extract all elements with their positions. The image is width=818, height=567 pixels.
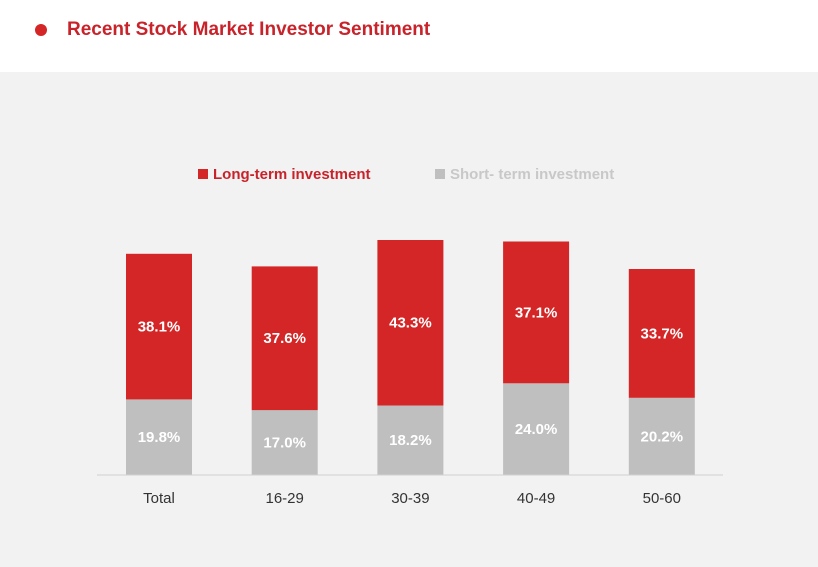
legend-swatch-short-term [435, 169, 445, 179]
data-label-long-term-3: 37.1% [515, 304, 558, 321]
legend-item-short-term: Short- term investment [435, 165, 614, 183]
bullet-dot-icon [35, 24, 47, 36]
bar-long-term-4 [628, 269, 695, 398]
data-label-short-term-3: 24.0% [515, 421, 558, 438]
legend-swatch-long-term [198, 169, 208, 179]
legend-item-long-term: Long-term investment [198, 165, 371, 183]
labels-layer: 19.8% 38.1% Total 17.0% 37.6% 16-29 18.2% 43.3%… [138, 304, 683, 507]
bar-short-term-4 [628, 397, 695, 475]
x-tick-label-2: 30-39 [391, 490, 429, 507]
data-label-long-term-4: 33.7% [641, 325, 684, 342]
bar-long-term-2 [377, 240, 444, 406]
data-label-short-term-2: 18.2% [389, 432, 432, 449]
data-label-long-term-0: 38.1% [138, 319, 181, 336]
x-tick-label-1: 16-29 [266, 490, 304, 507]
legend-label-long-term: Long-term investment [213, 165, 371, 183]
data-label-long-term-1: 37.6% [263, 330, 306, 347]
data-label-short-term-4: 20.2% [641, 428, 684, 445]
bar-long-term-0 [126, 253, 192, 400]
page-title: Recent Stock Market Investor Sentiment [67, 19, 431, 40]
x-tick-label-0: Total [143, 490, 175, 507]
bar-long-term-1 [251, 266, 318, 411]
bar-short-term-1 [251, 410, 318, 475]
data-label-short-term-1: 17.0% [263, 435, 306, 452]
bar-short-term-2 [377, 405, 444, 475]
x-tick-label-4: 50-60 [643, 490, 681, 507]
data-label-short-term-0: 19.8% [138, 429, 181, 446]
data-label-long-term-2: 43.3% [389, 315, 432, 332]
bars-layer [126, 240, 695, 475]
x-tick-label-3: 40-49 [517, 490, 555, 507]
bar-short-term-3 [503, 383, 570, 475]
legend-label-short-term: Short- term investment [450, 165, 615, 183]
header: Recent Stock Market Investor Sentiment [0, 0, 818, 72]
bar-short-term-0 [126, 399, 192, 475]
bar-long-term-3 [503, 241, 570, 384]
